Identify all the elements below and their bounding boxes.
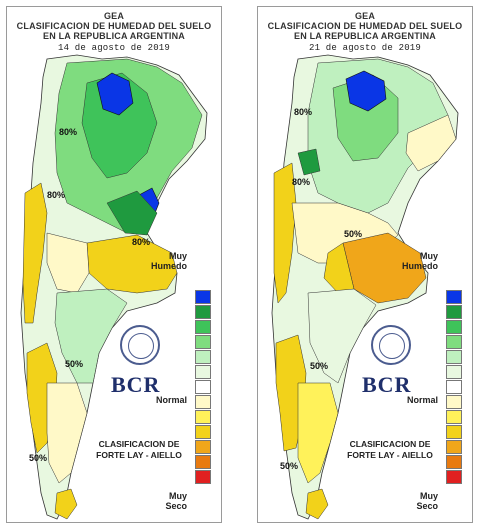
classification-line1: CLASIFICACION DE bbox=[98, 439, 180, 449]
legend-swatch bbox=[446, 455, 462, 469]
legend-swatch bbox=[195, 305, 211, 319]
classification-line2: FORTE LAY - AIELLO bbox=[96, 450, 182, 460]
isoline-label: 80% bbox=[59, 127, 77, 137]
header-title-line2: EN LA REPUBLICA ARGENTINA bbox=[43, 31, 185, 41]
isoline-label: 50% bbox=[280, 461, 298, 471]
region-dry-pampa bbox=[342, 232, 427, 304]
legend-swatch bbox=[195, 440, 211, 454]
header-title-line1: CLASIFICACION DE HUMEDAD DEL SUELO bbox=[16, 21, 212, 31]
header-date: 14 de agosto de 2019 bbox=[57, 43, 171, 53]
legend-swatch bbox=[195, 350, 211, 364]
isoline-label: 80% bbox=[292, 177, 310, 187]
classification-line2: FORTE LAY - AIELLO bbox=[347, 450, 433, 460]
argentina-soil-moisture-map: 80% 80% 50% 50% 50% bbox=[271, 54, 459, 520]
bcr-logo: BCR bbox=[362, 372, 412, 397]
legend-swatch bbox=[195, 380, 211, 394]
legend-very-wet-label-b: Humedo bbox=[402, 261, 438, 271]
isoline-label: 80% bbox=[294, 107, 312, 117]
legend-normal-label: Normal bbox=[155, 395, 187, 405]
classification-line1: CLASIFICACION DE bbox=[349, 439, 431, 449]
argentina-soil-moisture-map: 80% 80% 80% 50% 50% bbox=[20, 54, 208, 520]
legend-swatch bbox=[446, 410, 462, 424]
region-patagonia-lightyellow bbox=[46, 382, 88, 484]
region-light-yellow-ne bbox=[405, 114, 457, 172]
legend-swatch bbox=[446, 350, 462, 364]
region-tierra-del-fuego bbox=[54, 488, 78, 520]
legend-very-dry-label-b: Seco bbox=[416, 501, 438, 511]
legend-swatch bbox=[446, 290, 462, 304]
region-dark-green bbox=[297, 148, 321, 176]
legend-very-wet-label-b: Humedo bbox=[151, 261, 187, 271]
legend-swatch bbox=[195, 425, 211, 439]
legend-very-wet-label-a: Muy bbox=[420, 251, 438, 261]
map-panel-aug-21: GEA CLASIFICACION DE HUMEDAD DEL SUELO E… bbox=[257, 6, 473, 523]
legend-swatch bbox=[446, 395, 462, 409]
region-dry-west bbox=[273, 162, 297, 304]
isoline-label: 80% bbox=[47, 190, 65, 200]
region-patagonia-green bbox=[54, 288, 128, 384]
legend-swatch bbox=[446, 380, 462, 394]
isoline-label: 50% bbox=[29, 453, 47, 463]
region-very-wet-north bbox=[96, 72, 134, 116]
legend-swatch bbox=[446, 470, 462, 484]
isoline-label: 50% bbox=[344, 229, 362, 239]
header-org: GEA bbox=[103, 11, 125, 21]
legend-swatch bbox=[195, 290, 211, 304]
region-dark-green bbox=[106, 190, 158, 236]
isoline-label: 50% bbox=[310, 361, 328, 371]
header-org: GEA bbox=[354, 11, 376, 21]
region-very-wet-north bbox=[345, 70, 387, 112]
legend-swatch bbox=[195, 320, 211, 334]
legend-swatch bbox=[446, 305, 462, 319]
legend-swatch bbox=[195, 455, 211, 469]
legend-swatch bbox=[195, 410, 211, 424]
legend-swatch bbox=[195, 395, 211, 409]
region-dry-pampa bbox=[86, 234, 178, 294]
bcr-logo: BCR bbox=[111, 372, 161, 397]
legend-swatch bbox=[195, 335, 211, 349]
legend-very-dry-label-a: Muy bbox=[169, 491, 187, 501]
legend-color-scale bbox=[446, 290, 462, 485]
map-panel-aug-14: GEA CLASIFICACION DE HUMEDAD DEL SUELO E… bbox=[6, 6, 222, 523]
region-patagonia-lightyellow bbox=[297, 382, 339, 484]
legend-very-wet-label-a: Muy bbox=[169, 251, 187, 261]
bcr-seal-icon bbox=[120, 325, 160, 365]
legend-swatch bbox=[446, 335, 462, 349]
legend-swatch bbox=[195, 470, 211, 484]
legend-swatch bbox=[446, 320, 462, 334]
header-title-line1: CLASIFICACION DE HUMEDAD DEL SUELO bbox=[267, 21, 463, 31]
region-patagonia-green bbox=[307, 288, 377, 384]
legend-swatch bbox=[446, 425, 462, 439]
isoline-label: 80% bbox=[132, 237, 150, 247]
region-tierra-del-fuego bbox=[305, 488, 329, 520]
legend-normal-label: Normal bbox=[406, 395, 438, 405]
isoline-label: 50% bbox=[65, 359, 83, 369]
header-date: 21 de agosto de 2019 bbox=[308, 43, 422, 53]
header-title-line2: EN LA REPUBLICA ARGENTINA bbox=[294, 31, 436, 41]
legend-very-dry-label-a: Muy bbox=[420, 491, 438, 501]
region-dry-west bbox=[22, 182, 48, 324]
legend-swatch bbox=[446, 440, 462, 454]
bcr-seal-icon bbox=[371, 325, 411, 365]
legend-very-dry-label-b: Seco bbox=[165, 501, 187, 511]
legend-swatch bbox=[195, 365, 211, 379]
legend-color-scale bbox=[195, 290, 211, 485]
legend-swatch bbox=[446, 365, 462, 379]
